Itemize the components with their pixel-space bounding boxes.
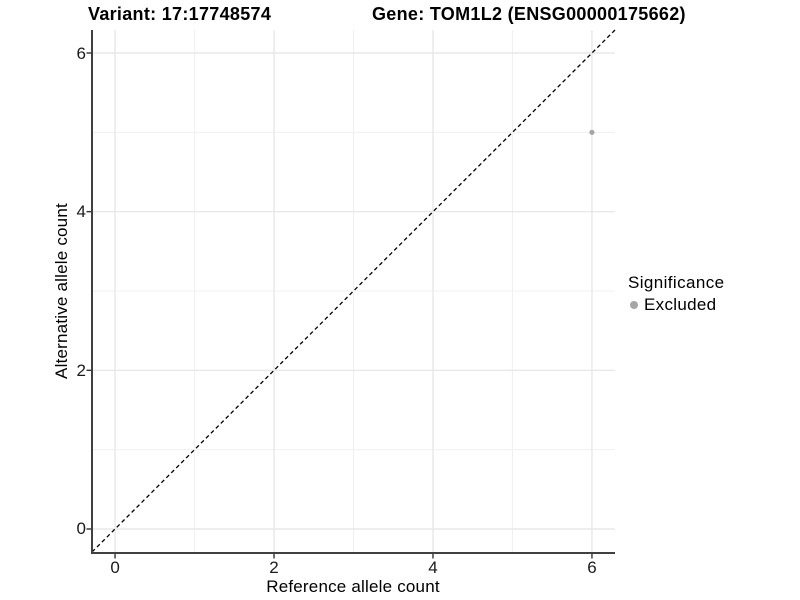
plot-title-variant: Variant: 17:17748574 [88,4,272,24]
legend-item: Excluded [628,295,724,314]
y-tick-label: 0 [76,519,86,539]
plot-title-gene: Gene: TOM1L2 (ENSG00000175662) [372,4,686,24]
legend-item-label: Excluded [644,295,717,314]
legend-title: Significance [628,273,725,292]
x-tick-label: 4 [428,558,438,577]
legend-items: Excluded [628,295,724,314]
y-tick-label: 2 [76,360,86,380]
x-tick-label: 0 [110,558,120,577]
y-axis-title: Alternative allele count [52,203,71,379]
data-point [589,129,595,135]
x-tick-label: 2 [269,558,279,577]
legend-point-icon [630,300,638,309]
y-tick-label: 6 [76,43,86,63]
x-tick-label: 6 [587,558,597,577]
y-tick-label: 4 [76,202,86,222]
x-axis-title: Reference allele count [266,577,440,596]
legend: Significance Excluded [628,273,724,314]
